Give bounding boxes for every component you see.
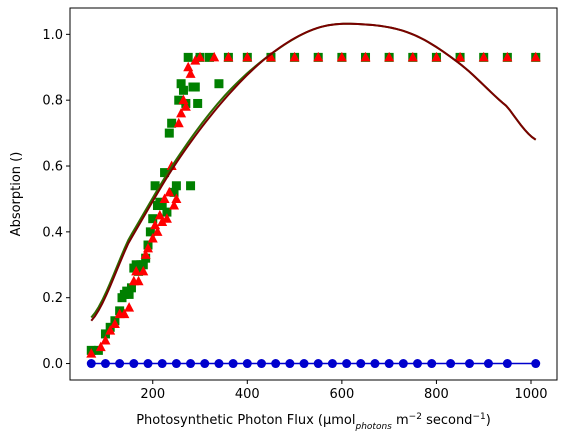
data-point-square bbox=[126, 283, 136, 293]
data-point-triangle bbox=[131, 265, 142, 276]
x-tick-label: 200 bbox=[140, 387, 165, 402]
data-point-square bbox=[150, 181, 160, 191]
data-point-triangle bbox=[171, 193, 182, 203]
data-point-square bbox=[167, 118, 177, 128]
data-point-triangle bbox=[176, 107, 187, 118]
data-point-triangle bbox=[209, 51, 220, 62]
data-point-square bbox=[131, 260, 141, 270]
data-point-triangle bbox=[164, 186, 175, 197]
data-point-square bbox=[193, 98, 203, 108]
x-label-superscript: −1 bbox=[472, 412, 485, 422]
data-point-square bbox=[190, 82, 200, 92]
data-point-triangle bbox=[313, 51, 324, 62]
fit-curve bbox=[90, 22, 537, 322]
data-point-triangle bbox=[195, 51, 206, 62]
fit-curve bbox=[90, 22, 537, 319]
data-point-square bbox=[162, 207, 172, 217]
data-point-triangle bbox=[180, 101, 191, 111]
plot-frame bbox=[69, 7, 558, 381]
data-point-square bbox=[174, 95, 184, 105]
x-label-text: ) bbox=[486, 413, 491, 428]
data-point-square bbox=[171, 181, 181, 191]
x-tick-label: 1000 bbox=[514, 387, 547, 402]
x-label-text: m bbox=[392, 413, 409, 428]
data-point-square bbox=[160, 168, 170, 178]
data-point-triangle bbox=[119, 308, 130, 319]
data-point-triangle bbox=[159, 193, 170, 203]
x-tick-label: 800 bbox=[424, 387, 449, 402]
data-point-triangle bbox=[502, 51, 513, 62]
data-point-triangle bbox=[455, 51, 466, 62]
data-point-triangle bbox=[138, 265, 149, 276]
data-point-triangle bbox=[336, 51, 347, 62]
y-tick-label: 0.0 bbox=[42, 357, 63, 372]
x-axis-label: Photosynthetic Photon Flux (µmolphotons … bbox=[136, 412, 491, 432]
data-point-triangle bbox=[124, 302, 135, 312]
data-point-triangle bbox=[190, 55, 201, 65]
data-point-square bbox=[169, 187, 179, 197]
data-point-square bbox=[148, 214, 158, 224]
data-point-triangle bbox=[140, 249, 151, 259]
y-tick-label: 0.8 bbox=[42, 94, 63, 109]
x-label-text: Photosynthetic Photon Flux (µmol bbox=[136, 413, 355, 428]
data-point-triangle bbox=[407, 51, 418, 62]
data-point-triangle bbox=[152, 226, 163, 236]
x-label-superscript: −2 bbox=[409, 412, 422, 422]
data-point-square bbox=[186, 181, 196, 191]
y-axis-label: Absorption () bbox=[9, 152, 24, 237]
data-point-triangle bbox=[289, 51, 300, 62]
y-tick-label: 1.0 bbox=[42, 28, 63, 43]
data-point-square bbox=[176, 79, 186, 89]
data-point-square bbox=[204, 52, 214, 62]
data-point-square bbox=[145, 227, 155, 237]
y-tick-label: 0.6 bbox=[42, 160, 63, 175]
data-point-triangle bbox=[143, 242, 154, 253]
data-point-square bbox=[138, 260, 148, 270]
y-tick-label: 0.2 bbox=[42, 291, 63, 306]
x-tick-label: 400 bbox=[235, 387, 260, 402]
y-tick-label: 0.4 bbox=[42, 225, 63, 240]
data-point-triangle bbox=[105, 325, 116, 335]
data-point-triangle bbox=[100, 334, 111, 345]
data-point-triangle bbox=[147, 232, 158, 243]
data-point-square bbox=[100, 329, 110, 339]
data-point-triangle bbox=[173, 117, 184, 128]
data-point-triangle bbox=[265, 51, 276, 62]
data-point-triangle bbox=[242, 51, 253, 62]
data-point-triangle bbox=[161, 213, 172, 223]
data-point-square bbox=[157, 201, 167, 211]
data-point-square bbox=[178, 85, 188, 95]
data-point-triangle bbox=[86, 348, 97, 358]
data-point-triangle bbox=[185, 68, 196, 78]
data-point-triangle bbox=[133, 275, 144, 286]
data-point-square bbox=[124, 289, 134, 299]
data-point-triangle bbox=[223, 51, 234, 62]
data-point-triangle bbox=[478, 51, 489, 62]
data-point-square bbox=[183, 52, 193, 62]
data-point-triangle bbox=[109, 318, 120, 329]
data-point-triangle bbox=[530, 51, 541, 62]
data-point-triangle bbox=[431, 51, 442, 62]
data-point-square bbox=[214, 79, 224, 89]
data-point-square bbox=[164, 128, 174, 138]
data-point-triangle bbox=[384, 51, 395, 62]
x-label-text: second bbox=[422, 413, 473, 428]
data-point-triangle bbox=[157, 216, 168, 226]
x-tick-label: 600 bbox=[329, 387, 354, 402]
data-point-triangle bbox=[169, 200, 180, 210]
x-label-subscript: photons bbox=[355, 422, 393, 432]
data-point-triangle bbox=[360, 51, 371, 62]
data-point-triangle bbox=[95, 341, 106, 352]
